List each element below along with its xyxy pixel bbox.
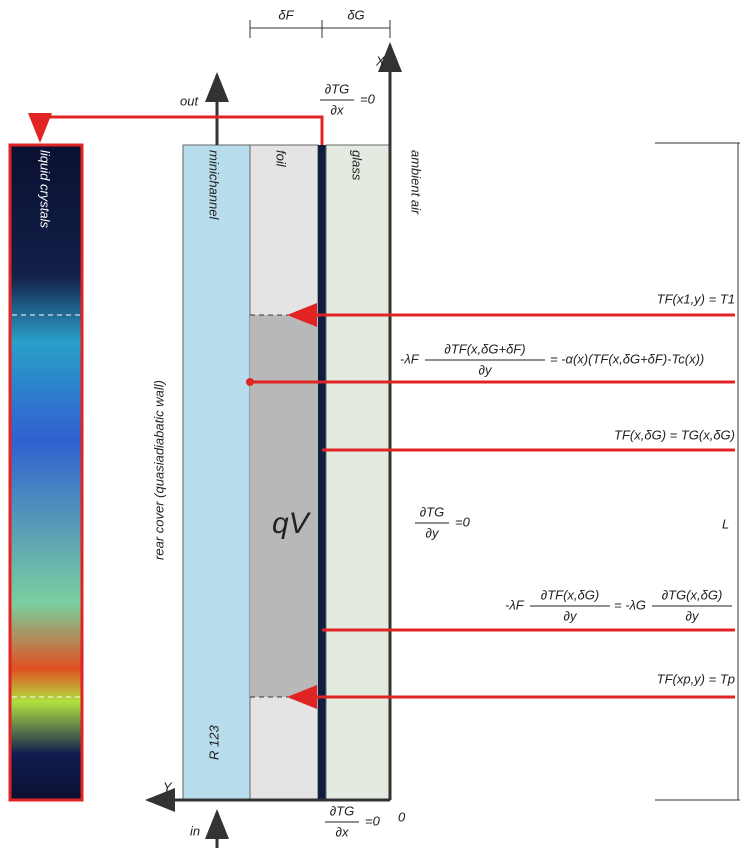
- continuity-eq: TF(x,δG) = TG(x,δG): [614, 427, 735, 442]
- foil-label: foil: [274, 150, 289, 168]
- heat-source-label: qV: [272, 507, 312, 540]
- equation-mid: = -λG: [614, 597, 646, 612]
- equation-rhs: =0: [455, 514, 471, 529]
- liquid-crystals-label: liquid crystals: [38, 150, 53, 229]
- numerator: ∂TF(x,δG+δF): [444, 341, 525, 356]
- denominator: ∂y: [426, 525, 440, 540]
- y-axis-label: Y: [163, 779, 173, 794]
- numerator: ∂TG: [420, 504, 444, 519]
- inlet-temp-eq: TF(x1,y) = T1: [657, 291, 735, 306]
- in-label: in: [190, 823, 200, 838]
- denominator: ∂y: [479, 362, 493, 377]
- delta-g: δG: [347, 7, 364, 22]
- delta-f: δF: [278, 7, 294, 22]
- equation-lhs: -λF: [505, 597, 525, 612]
- rear-cover-label: rear cover (quasiadiabatic wall): [151, 380, 166, 560]
- denominator: ∂y: [564, 608, 578, 623]
- liquid-crystal-layer: [318, 145, 326, 800]
- denominator: ∂y: [686, 608, 700, 623]
- ambient-air-label: ambient air: [409, 150, 424, 215]
- liquid-crystal-image: [10, 145, 82, 800]
- glass-label: glass: [350, 150, 365, 181]
- numerator: ∂TG: [325, 81, 349, 96]
- length-label: L: [722, 516, 729, 531]
- condition-point: [246, 378, 254, 386]
- out-label: out: [180, 93, 199, 108]
- equation-rhs: = -α(x)(TF(x,δG+δF)-Tc(x)): [550, 351, 704, 366]
- x-axis-label: X: [375, 53, 386, 68]
- image-link: [40, 117, 322, 145]
- minichannel-label: minichannel: [207, 150, 222, 220]
- equation-rhs: =0: [360, 91, 376, 106]
- origin-label: 0: [398, 809, 406, 824]
- numerator: ∂TF(x,δG): [541, 587, 599, 602]
- equation-lhs: -λF: [400, 351, 420, 366]
- fluid-label: R 123: [206, 725, 221, 760]
- diagram: liquid crystals δF δG X Y 0 out in rear …: [0, 0, 750, 848]
- denominator: ∂x: [336, 824, 349, 839]
- equation-rhs: =0: [365, 813, 381, 828]
- denominator: ∂x: [331, 102, 344, 117]
- glass-layer: [326, 145, 390, 800]
- outlet-temp-eq: TF(xp,y) = Tp: [657, 671, 735, 686]
- numerator: ∂TG(x,δG): [662, 587, 723, 602]
- minichannel-layer: [183, 145, 250, 800]
- numerator: ∂TG: [330, 803, 354, 818]
